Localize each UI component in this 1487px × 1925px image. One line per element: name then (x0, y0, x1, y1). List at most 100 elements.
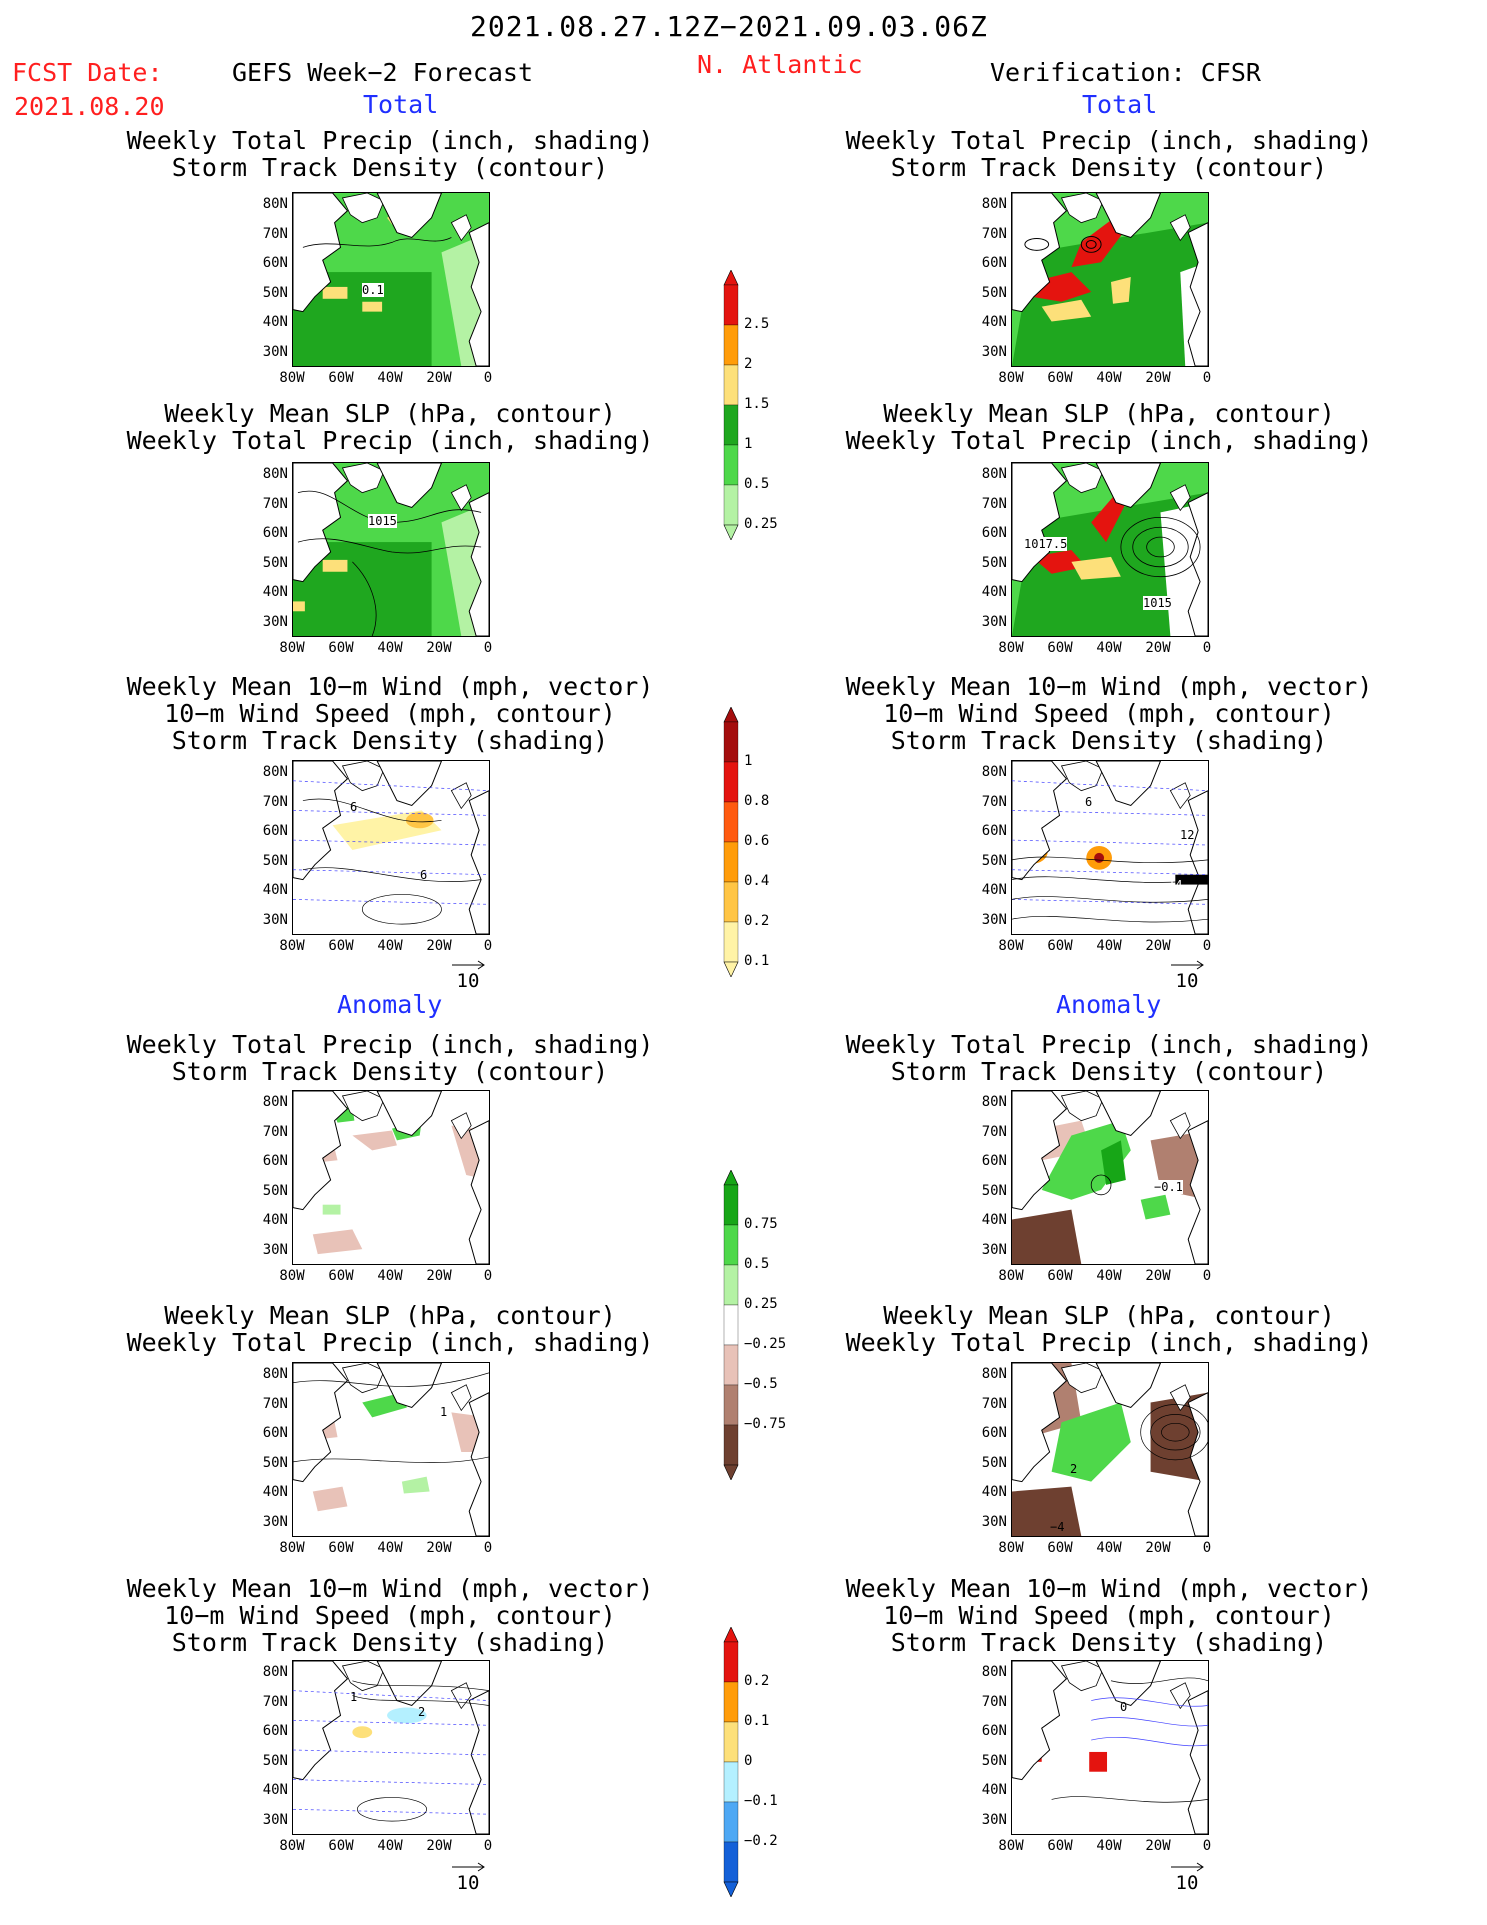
lon-label: 20W (426, 370, 452, 386)
lat-label: 30N (981, 613, 1007, 630)
lon-label: 0 (1202, 938, 1212, 954)
colorbar-label: 2 (744, 356, 753, 372)
lat-label: 40N (262, 1782, 288, 1798)
panel-title-line: Weekly Total Precip (inch, shading) (845, 426, 1373, 455)
colorbar-cap (723, 1881, 739, 1897)
contour-label: 1 (350, 1690, 358, 1704)
vector-reference-value: 10 (1175, 970, 1199, 992)
lat-label: 50N (262, 852, 288, 869)
lat-label: 70N (262, 1123, 288, 1140)
colorbar-label: 1 (744, 436, 753, 452)
panel-title-line: Weekly Mean SLP (hPa, contour) (883, 1301, 1335, 1330)
lat-label: 70N (981, 793, 1007, 810)
panel-title-line: Weekly Mean SLP (hPa, contour) (164, 399, 616, 428)
lat-label: 80N (981, 466, 1007, 482)
lat-label: 30N (981, 911, 1007, 928)
map-ver-slp-total (1011, 462, 1209, 637)
colorbar-label: 1.5 (744, 396, 770, 412)
lon-label: 80W (279, 1268, 305, 1284)
lon-label: 0 (1202, 640, 1212, 656)
panel-title-line: Storm Track Density (contour) (890, 1057, 1328, 1086)
contour-label: 1015 (1143, 596, 1172, 610)
lat-label: 70N (981, 1693, 1007, 1710)
lat-label: 80N (981, 1664, 1007, 1680)
lat-label: 70N (262, 495, 288, 512)
panel-title-line: Weekly Total Precip (inch, shading) (845, 1030, 1373, 1059)
lon-label: 20W (1145, 938, 1171, 954)
contour-label: 1017.5 (1024, 537, 1068, 551)
arrow-right-icon (1171, 960, 1204, 970)
lat-label: 80N (981, 1366, 1007, 1382)
lat-label: 50N (981, 284, 1007, 301)
colorbar-label: 0.5 (744, 476, 770, 492)
panel-title-line: Storm Track Density (shading) (171, 1628, 609, 1657)
lon-label: 60W (328, 370, 354, 386)
lat-label: 30N (262, 343, 288, 360)
vector-reference: 10 (448, 1862, 488, 1894)
lat-label: 40N (981, 1782, 1007, 1798)
lat-label: 30N (262, 911, 288, 928)
colorbar-segment (723, 1641, 739, 1683)
lat-label: 70N (981, 225, 1007, 242)
lon-label: 0 (483, 1268, 493, 1284)
colorbar-cap (723, 270, 739, 286)
lat-label: 80N (262, 1664, 288, 1680)
colorbar-cap (723, 961, 739, 977)
colorbar-segment (723, 444, 739, 486)
map-fcst-wind-total (292, 760, 490, 935)
lat-label: 40N (262, 314, 288, 330)
lat-label: 80N (981, 764, 1007, 780)
lon-label: 60W (1047, 1838, 1073, 1854)
colorbar-segment (723, 404, 739, 446)
lon-label: 0 (483, 1540, 493, 1556)
panel-title-line: Storm Track Density (contour) (171, 1057, 609, 1086)
lon-label: 20W (1145, 1268, 1171, 1284)
lon-label: 20W (1145, 370, 1171, 386)
lat-label: 40N (981, 1484, 1007, 1500)
lon-label: 20W (426, 1540, 452, 1556)
lat-label: 40N (262, 584, 288, 600)
colorbar-cap (723, 1464, 739, 1480)
lon-label: 20W (1145, 640, 1171, 656)
panel-title-line: 10−m Wind Speed (mph, contour) (883, 1601, 1335, 1630)
map-ver-precip-anom (1011, 1090, 1209, 1265)
lon-label: 40W (1096, 938, 1122, 954)
map-fcst-wind-anom (292, 1660, 490, 1835)
arrow-right-icon (452, 1862, 485, 1872)
lat-label: 50N (262, 1752, 288, 1769)
colorbar-segment (723, 1761, 739, 1803)
section-anomaly-left: Anomaly (337, 990, 443, 1019)
colorbar-segment (723, 1721, 739, 1763)
lat-label: 50N (981, 554, 1007, 571)
panel-title-line: Storm Track Density (contour) (171, 153, 609, 182)
lon-label: 40W (1096, 370, 1122, 386)
lon-label: 40W (377, 370, 403, 386)
vector-reference: 10 (1167, 1862, 1207, 1894)
lon-label: 60W (328, 1268, 354, 1284)
panel-title-line: Weekly Total Precip (inch, shading) (845, 126, 1373, 155)
contour-label: 0.1 (362, 283, 384, 297)
lat-label: 30N (262, 613, 288, 630)
panel-title-line: Weekly Total Precip (inch, shading) (126, 426, 654, 455)
lat-label: 60N (262, 1153, 288, 1169)
contour-label: 1 (440, 1405, 448, 1419)
map-fcst-slp-total (292, 462, 490, 637)
panel-title-line: Weekly Mean 10−m Wind (mph, vector) (845, 1574, 1373, 1603)
lon-label: 20W (426, 938, 452, 954)
colorbar-cap (723, 1627, 739, 1643)
lon-label: 40W (1096, 1268, 1122, 1284)
map-ver-wind-anom (1011, 1660, 1209, 1835)
lat-label: 60N (981, 525, 1007, 541)
lon-label: 40W (377, 1268, 403, 1284)
colorbar-segment (723, 1344, 739, 1386)
contour-label: 12 (1180, 828, 1195, 842)
lat-label: 70N (981, 1123, 1007, 1140)
lon-label: 60W (328, 640, 354, 656)
left-title: GEFS Week−2 Forecast (232, 58, 534, 87)
colorbar-segment (723, 1304, 739, 1346)
lat-label: 60N (981, 1153, 1007, 1169)
panel-title-line: Weekly Mean 10−m Wind (mph, vector) (845, 672, 1373, 701)
region-title: N. Atlantic (697, 50, 863, 79)
lat-label: 40N (262, 882, 288, 898)
contour-label: −0.1 (1154, 1180, 1183, 1194)
